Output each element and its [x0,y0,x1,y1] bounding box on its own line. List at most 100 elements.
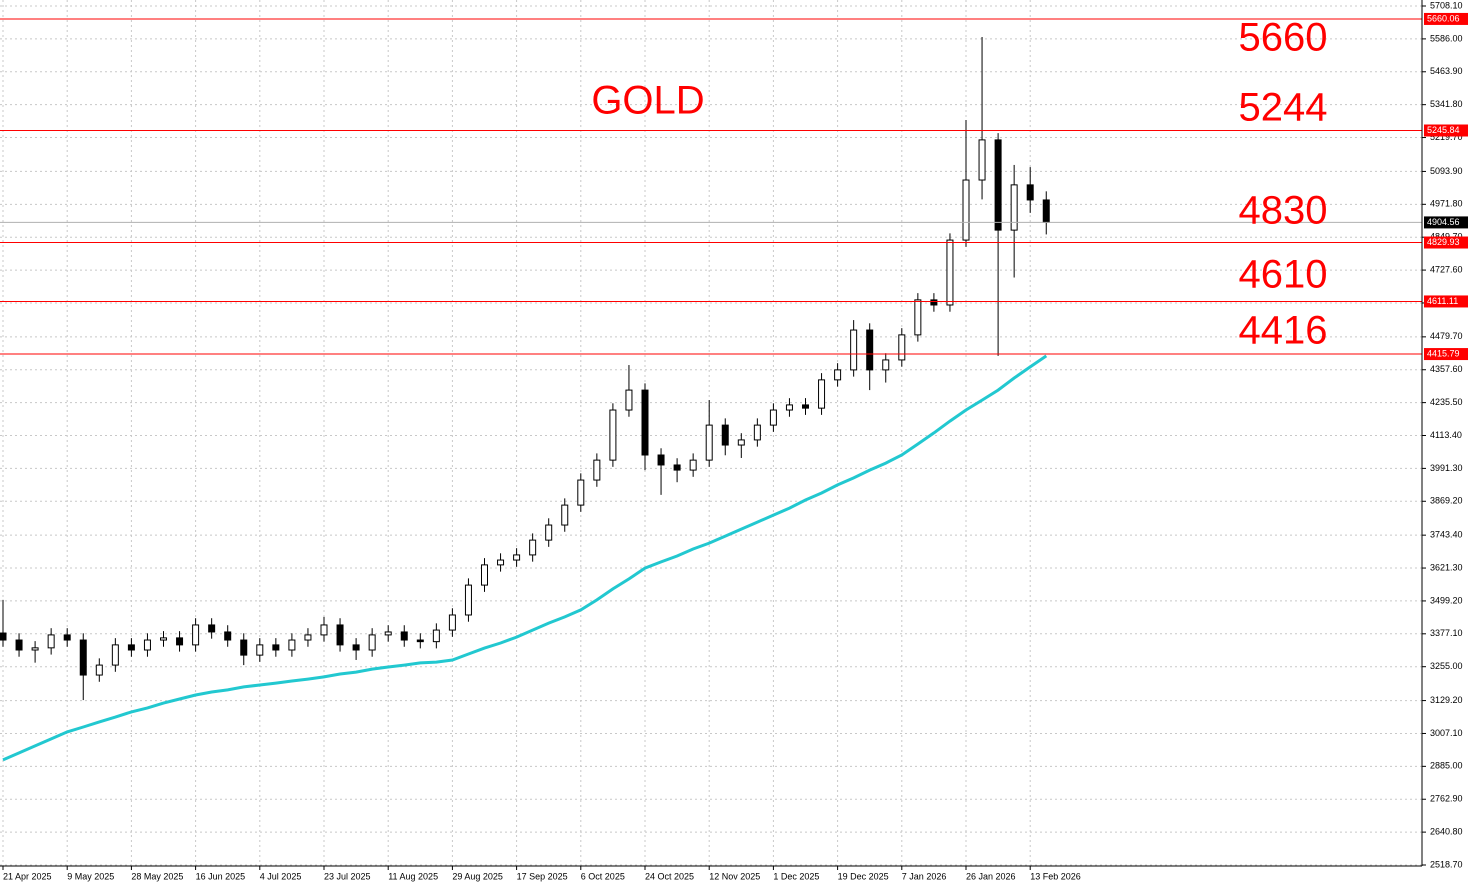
candle-body [160,637,167,641]
y-tick-label: 4479.70 [1430,331,1463,341]
candle-body [384,631,392,636]
y-tick-label: 5341.80 [1430,99,1463,109]
candle-body [497,559,505,566]
candle-body [577,479,585,506]
level-tag [1424,124,1468,137]
candle-body [47,634,55,649]
moving-average [2,354,1048,762]
candle-body [769,409,777,426]
x-tick-label: 12 Nov 2025 [709,871,760,881]
x-tick-label: 16 Jun 2025 [196,871,246,881]
candle-body [416,639,424,643]
x-tick-label: 24 Oct 2025 [645,871,694,881]
candle-body [95,664,103,676]
y-tick-label: 4235.50 [1430,397,1463,407]
candle-body [464,584,472,616]
candle-body [320,624,328,636]
x-tick-label: 17 Sep 2025 [517,871,568,881]
candle-body [31,647,39,651]
candle-body [192,624,200,646]
candle-body [272,644,280,651]
candle-body [127,644,135,651]
y-tick-label: 2885.00 [1430,761,1463,771]
candle-body [288,639,296,651]
candle-body [176,637,184,646]
candle-body [689,459,697,471]
annotation: 5660 [1239,16,1328,60]
candle-body [432,629,440,643]
candle-body [882,359,890,371]
x-tick-label: 13 Feb 2026 [1030,871,1081,881]
level-tag [1424,295,1468,308]
candle-body [256,644,264,656]
candle-body [1026,184,1034,201]
candle-body [834,369,842,381]
level-label: 5245.84 [1427,125,1460,135]
candle-body [641,389,649,456]
candle-body [802,404,809,409]
y-tick-label: 5219.70 [1430,132,1463,142]
y-tick-label: 3499.20 [1430,595,1463,605]
y-tick-label: 5463.90 [1430,66,1463,76]
candle-body [0,632,7,641]
candle-body [336,624,344,646]
x-tick-label: 1 Dec 2025 [773,871,819,881]
y-tick-label: 4971.80 [1430,199,1463,209]
x-tick-label: 7 Jan 2026 [902,871,947,881]
candle-body [63,634,71,641]
x-tick-label: 23 Jul 2025 [324,871,371,881]
candle-body [529,539,537,556]
candle-body [721,424,729,446]
candle-body [930,299,938,306]
y-tick-label: 5586.00 [1430,33,1463,43]
candle-body [304,634,312,641]
annotation: 4830 [1239,189,1328,233]
candle-body [448,614,456,631]
y-tick-label: 3007.10 [1430,728,1463,738]
grid [0,0,1426,866]
candle-body [1010,184,1018,231]
y-tick-label: 5093.90 [1430,166,1463,176]
level-tag [1424,236,1468,249]
candle-body [352,644,360,651]
annotation: 5244 [1239,86,1328,130]
candle-body [898,334,906,361]
x-tick-label: 6 Oct 2025 [581,871,625,881]
x-tick-label: 29 Aug 2025 [452,871,503,881]
candle-body [785,404,793,411]
candle-body [224,631,232,641]
level-tag [1424,348,1468,361]
y-tick-label: 2762.90 [1430,794,1463,804]
x-tick-label: 9 May 2025 [67,871,114,881]
candle-body [143,639,151,651]
y-tick-label: 3621.30 [1430,562,1463,572]
x-tick-label: 19 Dec 2025 [838,871,889,881]
candle-body [481,564,488,586]
current-price-tag [1424,216,1468,229]
x-tick-label: 21 Apr 2025 [3,871,52,881]
candle-body [657,454,665,466]
y-tick-label: 4727.60 [1430,264,1463,274]
level-label: 4829.93 [1427,237,1460,247]
candle-body [962,179,970,241]
candle-body [15,639,23,651]
chart-title: GOLD [591,79,704,123]
candle-body [625,389,633,411]
level-label: 4415.79 [1427,348,1460,358]
current-price-label: 4904.56 [1427,217,1460,227]
candle-body [818,379,826,409]
y-tick-label: 2640.80 [1430,826,1463,836]
candle-body [1042,199,1050,223]
candle-body [513,554,521,561]
candle-body [545,524,553,541]
level-tag [1424,12,1468,25]
x-tick-label: 4 Jul 2025 [260,871,302,881]
candle-body [994,139,1002,231]
x-tick-label: 11 Aug 2025 [388,871,438,881]
candle-body [208,624,216,633]
candle-body [850,329,858,371]
y-tick-label: 4113.40 [1430,430,1462,440]
